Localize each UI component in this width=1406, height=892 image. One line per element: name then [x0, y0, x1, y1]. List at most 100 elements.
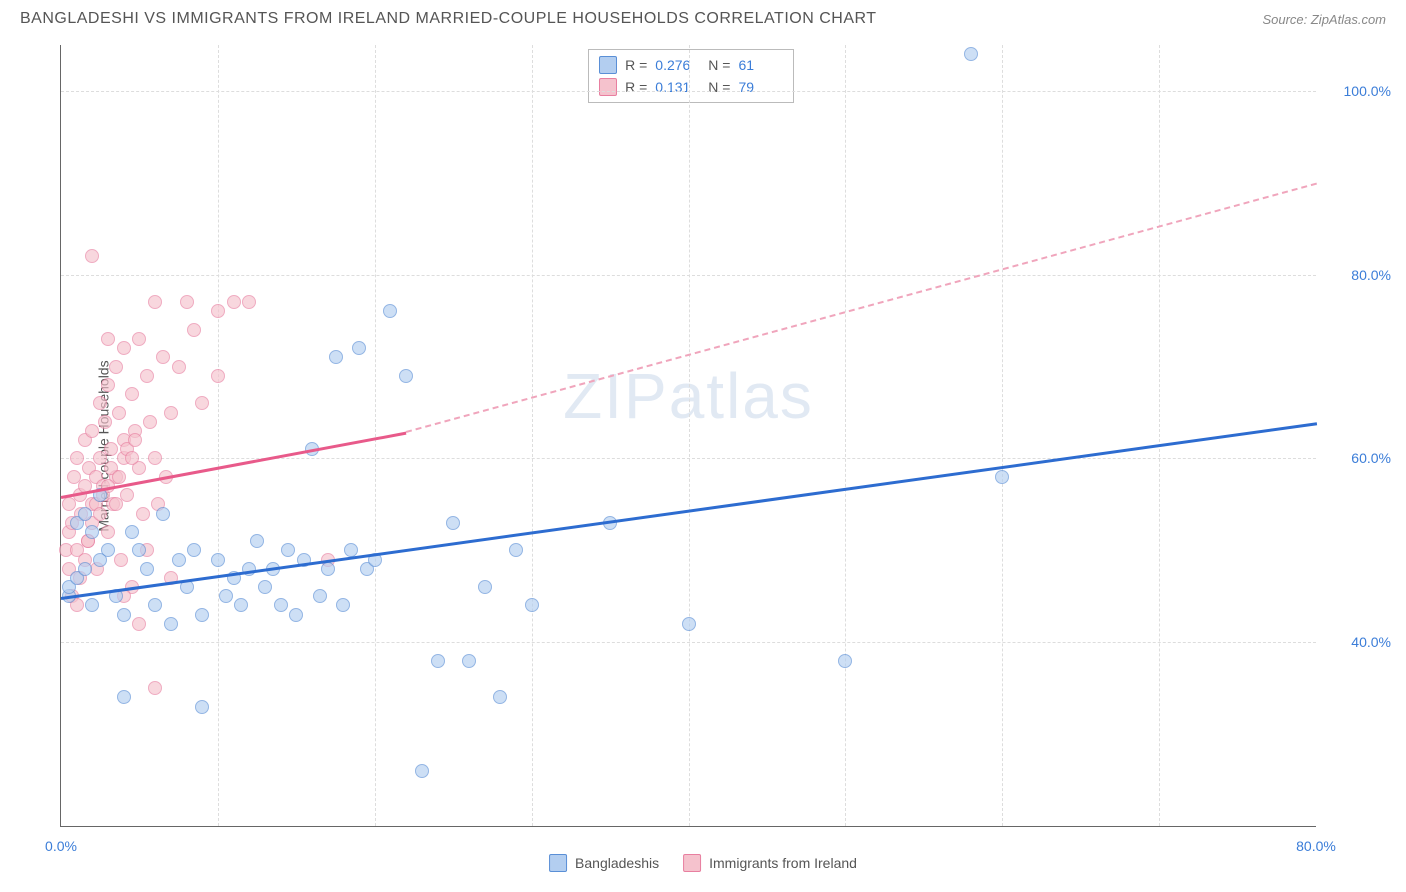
x-tick-label: 80.0% [1296, 838, 1336, 854]
data-point [156, 507, 170, 521]
data-point [211, 553, 225, 567]
data-point [148, 295, 162, 309]
stats-row-pink: R = 0.131 N = 79 [599, 76, 783, 98]
data-point [195, 700, 209, 714]
n-value-blue: 61 [738, 57, 783, 73]
swatch-pink-icon [683, 854, 701, 872]
data-point [125, 451, 139, 465]
legend-label-pink: Immigrants from Ireland [709, 855, 857, 871]
gridline-vertical [845, 45, 846, 826]
data-point [85, 525, 99, 539]
data-point [509, 543, 523, 557]
data-point [383, 304, 397, 318]
data-point [234, 598, 248, 612]
data-point [211, 369, 225, 383]
data-point [227, 295, 241, 309]
data-point [431, 654, 445, 668]
y-tick-label: 80.0% [1351, 267, 1391, 283]
data-point [101, 378, 115, 392]
data-point [172, 360, 186, 374]
swatch-pink-icon [599, 78, 617, 96]
data-point [995, 470, 1009, 484]
n-label: N = [708, 57, 730, 73]
gridline-vertical [1159, 45, 1160, 826]
data-point [101, 525, 115, 539]
r-label: R = [625, 57, 647, 73]
data-point [462, 654, 476, 668]
gridline-vertical [532, 45, 533, 826]
data-point [148, 681, 162, 695]
data-point [112, 470, 126, 484]
y-tick-label: 60.0% [1351, 450, 1391, 466]
data-point [164, 617, 178, 631]
gridline-vertical [689, 45, 690, 826]
swatch-blue-icon [599, 56, 617, 74]
x-tick-label: 0.0% [45, 838, 77, 854]
n-value-pink: 79 [738, 79, 783, 95]
legend-label-blue: Bangladeshis [575, 855, 659, 871]
n-label: N = [708, 79, 730, 95]
data-point [682, 617, 696, 631]
data-point [352, 341, 366, 355]
data-point [478, 580, 492, 594]
data-point [114, 553, 128, 567]
data-point [164, 406, 178, 420]
data-point [117, 690, 131, 704]
data-point [136, 507, 150, 521]
data-point [78, 507, 92, 521]
gridline-vertical [1002, 45, 1003, 826]
data-point [399, 369, 413, 383]
trend-line [406, 183, 1317, 433]
data-point [109, 360, 123, 374]
chart-title: BANGLADESHI VS IMMIGRANTS FROM IRELAND M… [20, 10, 877, 28]
data-point [195, 396, 209, 410]
data-point [493, 690, 507, 704]
chart-container: BANGLADESHI VS IMMIGRANTS FROM IRELAND M… [0, 0, 1406, 892]
data-point [187, 323, 201, 337]
data-point [85, 249, 99, 263]
r-value-pink: 0.131 [655, 79, 700, 95]
data-point [313, 589, 327, 603]
stats-box: R = 0.276 N = 61 R = 0.131 N = 79 [588, 49, 794, 103]
data-point [101, 332, 115, 346]
data-point [117, 341, 131, 355]
plot-area: ZIPatlas R = 0.276 N = 61 R = 0.131 N = … [60, 45, 1316, 827]
data-point [180, 295, 194, 309]
gridline-vertical [218, 45, 219, 826]
data-point [289, 608, 303, 622]
data-point [93, 507, 107, 521]
source-label: Source: ZipAtlas.com [1262, 12, 1386, 27]
data-point [132, 332, 146, 346]
r-label: R = [625, 79, 647, 95]
data-point [195, 608, 209, 622]
data-point [143, 415, 157, 429]
data-point [329, 350, 343, 364]
data-point [446, 516, 460, 530]
data-point [140, 562, 154, 576]
y-tick-label: 100.0% [1344, 83, 1391, 99]
data-point [98, 415, 112, 429]
data-point [172, 553, 186, 567]
title-bar: BANGLADESHI VS IMMIGRANTS FROM IRELAND M… [0, 0, 1406, 28]
data-point [250, 534, 264, 548]
data-point [211, 304, 225, 318]
data-point [140, 369, 154, 383]
data-point [415, 764, 429, 778]
data-point [156, 350, 170, 364]
data-point [132, 543, 146, 557]
data-point [219, 589, 233, 603]
data-point [321, 562, 335, 576]
data-point [838, 654, 852, 668]
watermark-light: atlas [669, 360, 814, 432]
data-point [132, 617, 146, 631]
data-point [274, 598, 288, 612]
legend: Bangladeshis Immigrants from Ireland [549, 854, 857, 872]
data-point [336, 598, 350, 612]
data-point [104, 442, 118, 456]
data-point [70, 451, 84, 465]
data-point [117, 608, 131, 622]
watermark-bold: ZIP [563, 360, 669, 432]
data-point [85, 598, 99, 612]
stats-row-blue: R = 0.276 N = 61 [599, 54, 783, 76]
data-point [525, 598, 539, 612]
